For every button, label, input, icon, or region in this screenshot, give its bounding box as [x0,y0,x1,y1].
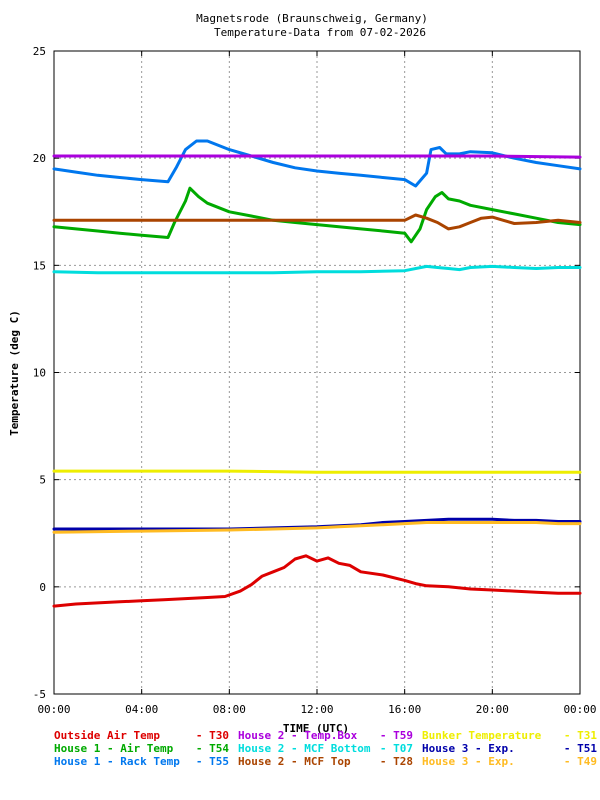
series-line-t49 [52,521,582,534]
legend-sensor: - T49 [564,755,597,768]
series-line-t54 [52,186,582,244]
series-line-t31 [52,469,582,474]
x-axis-ticks: 00:00 04:00 08:00 12:00 16:00 20:00 00:00 [37,51,597,716]
y-axis-ticks: -5 0 5 10 15 20 25 [33,45,580,701]
x-tick-label: 16:00 [388,703,421,716]
series-line-t28 [52,213,582,231]
legend-name: House 2 - Temp.Box [238,729,358,742]
legend-sensor: - T51 [564,742,597,755]
x-tick-label: 08:00 [213,703,246,716]
legend-sensor: - T31 [564,729,597,742]
series-line-t30 [52,554,582,608]
legend-name: House 2 - MCF Top [238,755,351,768]
grid [54,51,580,694]
legend-sensor: - T55 [196,755,229,768]
legend-sensor: - T59 [380,729,413,742]
x-tick-label: 20:00 [476,703,509,716]
chart-subtitle: Temperature-Data from 07-02-2026 [214,26,426,39]
legend-sensor: - T30 [196,729,229,742]
x-tick-label: 00:00 [37,703,70,716]
legend-name: House 3 - Exp. [422,742,515,755]
legend-name: House 1 - Rack Temp [54,755,180,768]
y-tick-label: 10 [33,367,46,380]
x-axis-label: TIME (UTC) [283,722,349,735]
legend-sensor: - T28 [380,755,413,768]
x-tick-label: 12:00 [300,703,333,716]
series-lines [52,139,582,608]
legend-name: House 3 - Exp. [422,755,515,768]
series-line-t55 [52,139,582,188]
legend-name: Outside Air Temp [54,729,160,742]
y-axis-label: Temperature (deg C) [8,310,21,436]
y-tick-label: -5 [33,688,46,701]
series-line-t07 [52,264,582,275]
legend-name: Bunker Temperature [422,729,542,742]
legend-sensor: - T07 [380,742,413,755]
legend-name: House 1 - Air Temp [54,742,174,755]
y-tick-label: 15 [33,259,46,272]
x-tick-label: 00:00 [563,703,596,716]
chart-title: Magnetsrode (Braunschweig, Germany) [196,12,428,25]
legend-name: House 2 - MCF Bottom [238,742,371,755]
legend-sensor: - T54 [196,742,229,755]
y-tick-label: 20 [33,152,46,165]
y-tick-label: 25 [33,45,46,58]
series-line-t59 [52,154,582,159]
x-tick-label: 04:00 [125,703,158,716]
legend: Outside Air Temp - T30 House 1 - Air Temp -… [54,729,597,768]
y-tick-label: 0 [39,581,46,594]
y-tick-label: 5 [39,474,46,487]
